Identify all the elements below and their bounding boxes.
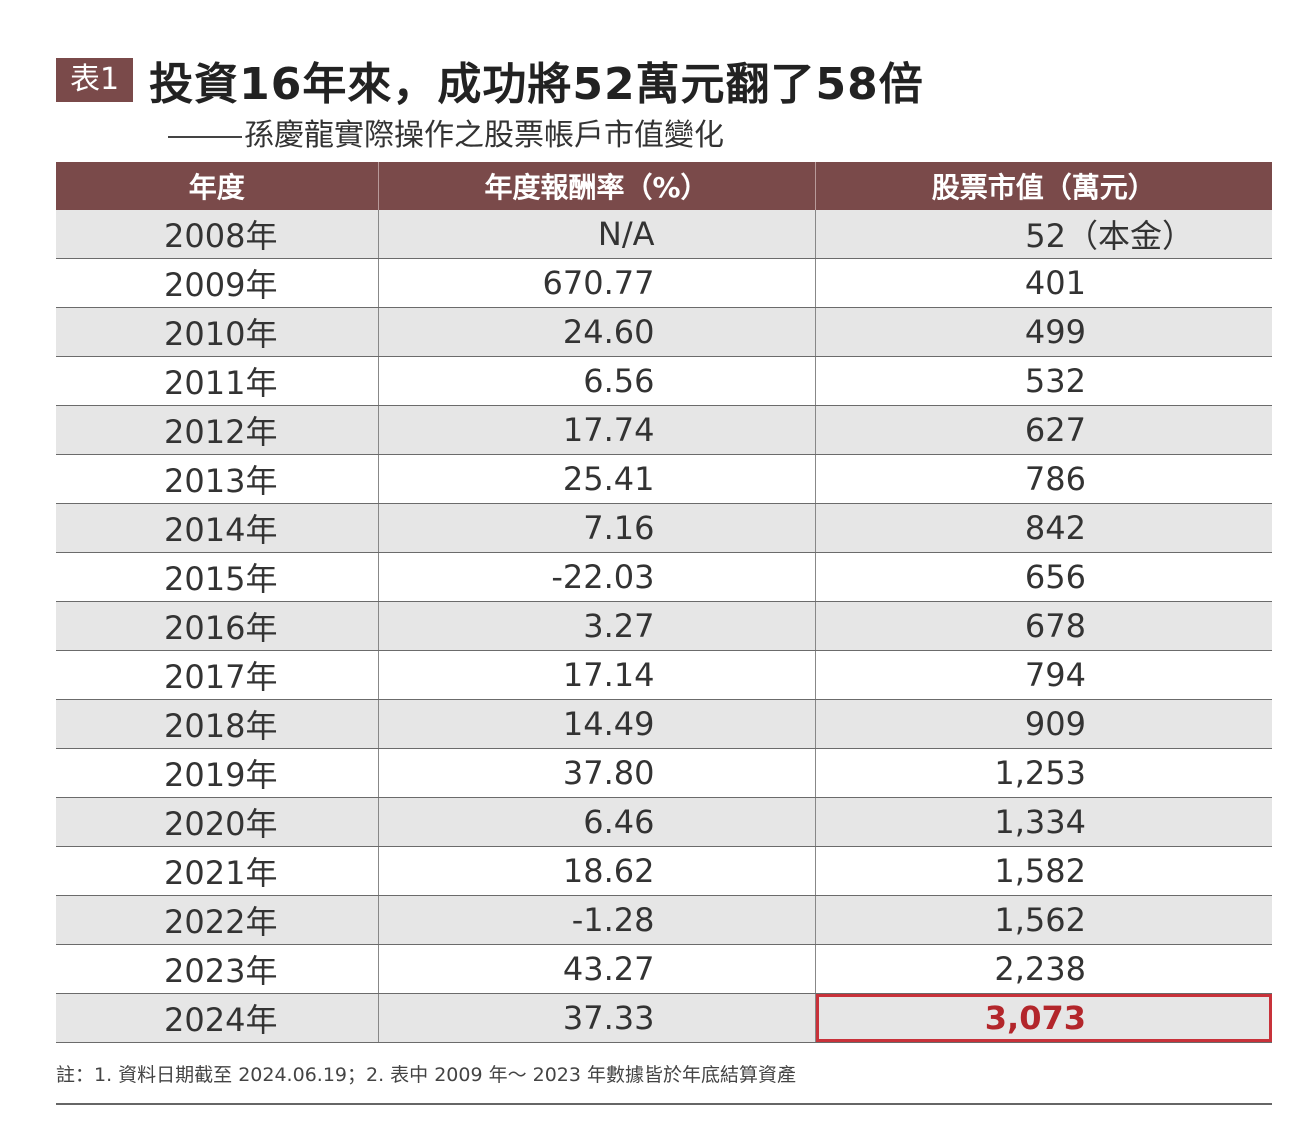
header-year: 年度 <box>56 162 379 210</box>
cell-year: 2021年 <box>56 846 379 896</box>
cell-year: 2011年 <box>56 356 379 406</box>
cell-annual-return: 6.56 <box>378 356 816 406</box>
cell-market-value-highlighted: 3,073 <box>815 993 1272 1043</box>
table-row: 2015年 -22.03 656 <box>56 552 1272 602</box>
footnote: 註：1. 資料日期截至 2024.06.19；2. 表中 2009 年～ 202… <box>56 1064 797 1086</box>
header-annual-return: 年度報酬率（%） <box>378 162 816 210</box>
table-row: 2019年 37.80 1,253 <box>56 748 1272 798</box>
cell-market-value: 401 <box>815 258 1272 308</box>
cell-market-value: 499 <box>815 307 1272 357</box>
table-row: 2008年 N/A 52（本金） <box>56 210 1272 259</box>
cell-annual-return: 24.60 <box>378 307 816 357</box>
cell-year: 2013年 <box>56 454 379 504</box>
cell-annual-return: N/A <box>378 210 816 259</box>
cell-market-value: 2,238 <box>815 944 1272 994</box>
cell-year: 2015年 <box>56 552 379 602</box>
cell-market-value: 909 <box>815 699 1272 749</box>
cell-year: 2019年 <box>56 748 379 798</box>
table-row: 2009年 670.77 401 <box>56 258 1272 308</box>
cell-annual-return: -1.28 <box>378 895 816 945</box>
cell-market-value: 52（本金） <box>815 210 1272 259</box>
cell-year: 2023年 <box>56 944 379 994</box>
cell-market-value: 1,253 <box>815 748 1272 798</box>
title-row: 表1 投資16年來，成功將52萬元翻了58倍 <box>56 52 924 110</box>
table-tag: 表1 <box>56 58 134 102</box>
cell-annual-return: 17.74 <box>378 405 816 455</box>
cell-market-value: 842 <box>815 503 1272 553</box>
cell-annual-return: 43.27 <box>378 944 816 994</box>
table-row: 2022年 -1.28 1,562 <box>56 895 1272 945</box>
cell-market-value: 532 <box>815 356 1272 406</box>
cell-year: 2022年 <box>56 895 379 945</box>
table-row: 2011年 6.56 532 <box>56 356 1272 406</box>
cell-annual-return: 14.49 <box>378 699 816 749</box>
cell-year: 2014年 <box>56 503 379 553</box>
table-row: 2013年 25.41 786 <box>56 454 1272 504</box>
cell-market-value: 1,562 <box>815 895 1272 945</box>
page-title: 投資16年來，成功將52萬元翻了58倍 <box>149 59 924 110</box>
cell-annual-return: 7.16 <box>378 503 816 553</box>
cell-annual-return: 25.41 <box>378 454 816 504</box>
table-row: 2024年 37.33 3,073 <box>56 993 1272 1043</box>
cell-year: 2018年 <box>56 699 379 749</box>
table-row: 2021年 18.62 1,582 <box>56 846 1272 896</box>
cell-annual-return: 17.14 <box>378 650 816 700</box>
cell-year: 2010年 <box>56 307 379 357</box>
table-header-row: 年度 年度報酬率（%） 股票市值（萬元） <box>56 162 1272 210</box>
subtitle-dash <box>168 135 242 138</box>
cell-annual-return: 37.33 <box>378 993 816 1043</box>
cell-market-value: 1,582 <box>815 846 1272 896</box>
table-row: 2012年 17.74 627 <box>56 405 1272 455</box>
table-row: 2016年 3.27 678 <box>56 601 1272 651</box>
cell-annual-return: 6.46 <box>378 797 816 847</box>
cell-market-value: 678 <box>815 601 1272 651</box>
cell-market-value: 786 <box>815 454 1272 504</box>
cell-year: 2020年 <box>56 797 379 847</box>
cell-year: 2017年 <box>56 650 379 700</box>
market-value-table: 年度 年度報酬率（%） 股票市值（萬元） 2008年 N/A 52（本金） 2009年… <box>56 162 1272 1043</box>
cell-annual-return: 18.62 <box>378 846 816 896</box>
cell-market-value: 656 <box>815 552 1272 602</box>
cell-market-value: 794 <box>815 650 1272 700</box>
subtitle-row: 孫慶龍實際操作之股票帳戶市值變化 <box>168 110 724 154</box>
cell-market-value: 627 <box>815 405 1272 455</box>
table-body: 2008年 N/A 52（本金） 2009年 670.77 401 2010年 24.60 49… <box>56 210 1272 1043</box>
cell-annual-return: 670.77 <box>378 258 816 308</box>
table-row: 2010年 24.60 499 <box>56 307 1272 357</box>
cell-annual-return: 3.27 <box>378 601 816 651</box>
cell-year: 2016年 <box>56 601 379 651</box>
cell-year: 2024年 <box>56 993 379 1043</box>
cell-year: 2008年 <box>56 210 379 259</box>
table-row: 2018年 14.49 909 <box>56 699 1272 749</box>
table-row: 2014年 7.16 842 <box>56 503 1272 553</box>
table-row: 2017年 17.14 794 <box>56 650 1272 700</box>
cell-annual-return: 37.80 <box>378 748 816 798</box>
bottom-divider <box>56 1103 1272 1105</box>
subtitle: 孫慶龍實際操作之股票帳戶市值變化 <box>244 118 724 153</box>
cell-year: 2009年 <box>56 258 379 308</box>
table-row: 2023年 43.27 2,238 <box>56 944 1272 994</box>
header-market-value: 股票市值（萬元） <box>815 162 1272 210</box>
table-row: 2020年 6.46 1,334 <box>56 797 1272 847</box>
cell-year: 2012年 <box>56 405 379 455</box>
cell-annual-return: -22.03 <box>378 552 816 602</box>
cell-market-value: 1,334 <box>815 797 1272 847</box>
